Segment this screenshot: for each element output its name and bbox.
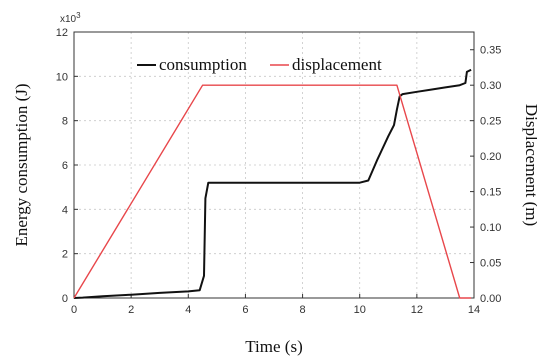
legend-label-displacement: displacement bbox=[292, 55, 382, 74]
y2-tick-label: 0.15 bbox=[480, 187, 501, 199]
x-tick-label: 12 bbox=[411, 304, 423, 316]
y2-tick-label: 0.20 bbox=[480, 151, 501, 163]
y-multiplier: x103 bbox=[60, 11, 81, 25]
y2-tick-label: 0.35 bbox=[480, 45, 501, 57]
y-axis-right: 0.00 0.05 0.10 0.15 0.20 0.25 0.30 0.35 bbox=[470, 45, 501, 305]
y2-tick-label: 0.05 bbox=[480, 258, 501, 270]
y-tick-label: 12 bbox=[56, 27, 68, 39]
x-tick-label: 10 bbox=[354, 304, 366, 316]
x-tick-label: 6 bbox=[242, 304, 248, 316]
x-tick-label: 8 bbox=[300, 304, 306, 316]
y-tick-label: 10 bbox=[56, 71, 68, 83]
y2-tick-label: 0.30 bbox=[480, 80, 501, 92]
series-line-displacement bbox=[73, 84, 472, 299]
y-tick-label: 6 bbox=[62, 160, 68, 172]
y-tick-label: 4 bbox=[62, 204, 68, 216]
y-tick-label: 0 bbox=[62, 293, 68, 305]
y-tick-label: 2 bbox=[62, 249, 68, 261]
x-tick-label: 0 bbox=[71, 304, 77, 316]
legend-label-consumption: consumption bbox=[159, 55, 247, 74]
x-axis-label: Time (s) bbox=[245, 337, 302, 356]
y-axis-label: Energy consumption (J) bbox=[12, 83, 31, 246]
x-tick-label: 2 bbox=[128, 304, 134, 316]
y-axis-left: 0 2 4 6 8 10 12 bbox=[56, 27, 78, 305]
y2-tick-label: 0.25 bbox=[480, 116, 501, 128]
series-line-consumption bbox=[73, 68, 472, 299]
y-tick-label: 8 bbox=[62, 116, 68, 128]
x-tick-label: 14 bbox=[468, 304, 480, 316]
y2-tick-label: 0.10 bbox=[480, 222, 501, 234]
series-layer bbox=[73, 68, 472, 299]
x-axis: 0 2 4 6 8 10 12 14 bbox=[71, 294, 480, 316]
y-multiplier-exponent: 3 bbox=[76, 11, 81, 20]
x-tick-label: 4 bbox=[185, 304, 191, 316]
y2-tick-label: 0.00 bbox=[480, 293, 501, 305]
y-multiplier-base: x10 bbox=[60, 14, 77, 25]
legend: consumption displacement bbox=[137, 55, 382, 74]
grid bbox=[73, 31, 475, 299]
y2-axis-label: Displacement (m) bbox=[522, 104, 537, 226]
